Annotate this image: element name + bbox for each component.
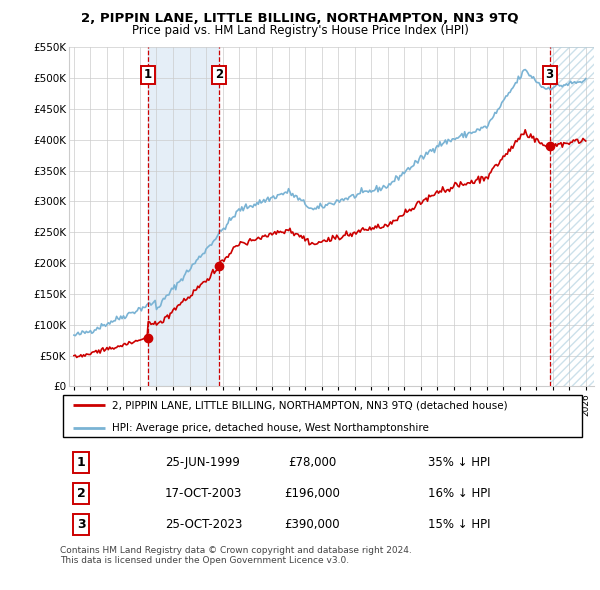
- Text: £78,000: £78,000: [288, 456, 336, 469]
- Text: 3: 3: [545, 68, 554, 81]
- Text: 15% ↓ HPI: 15% ↓ HPI: [427, 518, 490, 531]
- Text: 16% ↓ HPI: 16% ↓ HPI: [427, 487, 490, 500]
- Text: 1: 1: [77, 456, 85, 469]
- Bar: [550, 47, 594, 386]
- Text: Contains HM Land Registry data © Crown copyright and database right 2024.
This d: Contains HM Land Registry data © Crown c…: [60, 546, 412, 565]
- Text: 2: 2: [77, 487, 85, 500]
- Text: £390,000: £390,000: [284, 518, 340, 531]
- Text: 3: 3: [77, 518, 85, 531]
- Text: 35% ↓ HPI: 35% ↓ HPI: [427, 456, 490, 469]
- Text: Price paid vs. HM Land Registry's House Price Index (HPI): Price paid vs. HM Land Registry's House …: [131, 24, 469, 37]
- Text: HPI: Average price, detached house, West Northamptonshire: HPI: Average price, detached house, West…: [113, 423, 430, 432]
- Bar: [148, 47, 219, 386]
- Text: 2, PIPPIN LANE, LITTLE BILLING, NORTHAMPTON, NN3 9TQ (detached house): 2, PIPPIN LANE, LITTLE BILLING, NORTHAMP…: [113, 400, 508, 410]
- Text: 1: 1: [144, 68, 152, 81]
- Text: 17-OCT-2003: 17-OCT-2003: [165, 487, 242, 500]
- Text: 2: 2: [215, 68, 223, 81]
- Text: 25-JUN-1999: 25-JUN-1999: [165, 456, 240, 469]
- Text: 2, PIPPIN LANE, LITTLE BILLING, NORTHAMPTON, NN3 9TQ: 2, PIPPIN LANE, LITTLE BILLING, NORTHAMP…: [81, 12, 519, 25]
- Bar: [550, 47, 594, 386]
- FancyBboxPatch shape: [62, 395, 583, 437]
- Text: 25-OCT-2023: 25-OCT-2023: [165, 518, 242, 531]
- Text: £196,000: £196,000: [284, 487, 340, 500]
